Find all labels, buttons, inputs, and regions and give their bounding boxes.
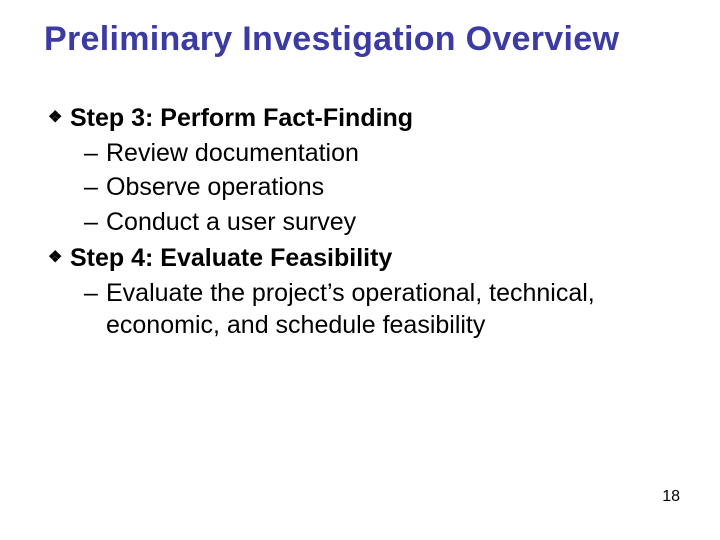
bullet-text: Review documentation <box>106 139 359 167</box>
bullet-text: Step 4: Evaluate Feasibility <box>70 244 392 272</box>
bullet-text: Conduct a user survey <box>106 208 356 236</box>
dash-bullet-icon: – <box>84 206 98 239</box>
bullet-text: Step 3: Perform Fact-Finding <box>70 104 413 132</box>
bullet-step-4: ❖ Step 4: Evaluate Feasibility <box>48 242 680 275</box>
bullet-text: Evaluate the project’s operational, tech… <box>106 279 595 340</box>
diamond-bullet-icon: ❖ <box>48 248 62 269</box>
slide: Preliminary Investigation Overview ❖ Ste… <box>0 0 720 540</box>
sub-bullet: – Observe operations <box>48 171 680 204</box>
slide-title: Preliminary Investigation Overview <box>44 20 619 59</box>
sub-bullet: – Review documentation <box>48 137 680 170</box>
diamond-bullet-icon: ❖ <box>48 108 62 129</box>
bullet-text: Observe operations <box>106 173 324 201</box>
dash-bullet-icon: – <box>84 171 98 204</box>
dash-bullet-icon: – <box>84 137 98 170</box>
dash-bullet-icon: – <box>84 277 98 310</box>
page-number: 18 <box>662 488 680 506</box>
bullet-step-3: ❖ Step 3: Perform Fact-Finding <box>48 102 680 135</box>
sub-bullet: – Evaluate the project’s operational, te… <box>48 277 680 342</box>
slide-body: ❖ Step 3: Perform Fact-Finding – Review … <box>48 98 680 344</box>
sub-bullet: – Conduct a user survey <box>48 206 680 239</box>
